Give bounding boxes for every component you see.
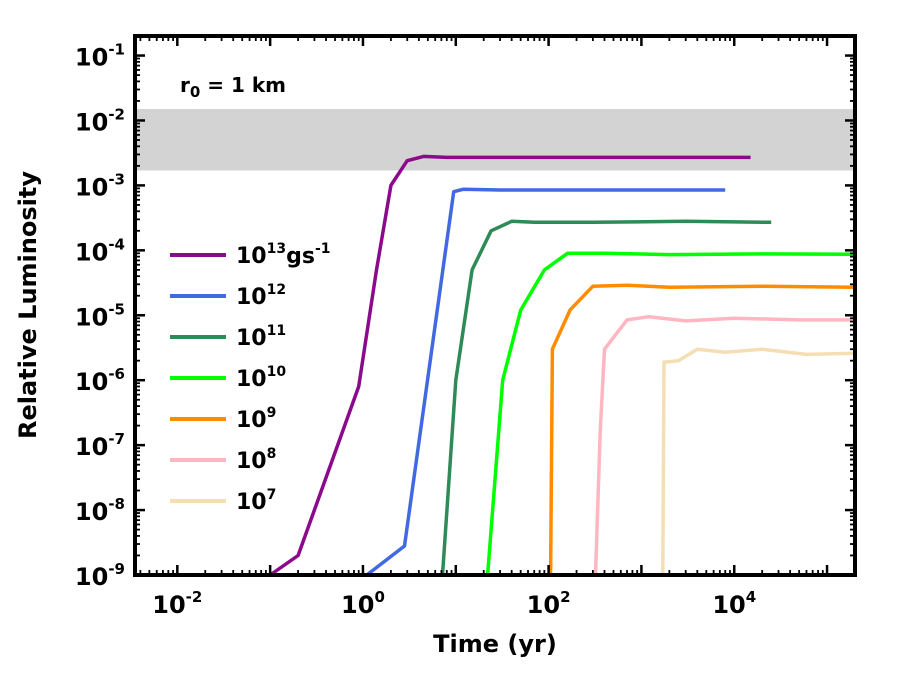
x-tick-label: 102 bbox=[527, 588, 571, 619]
plot-frame bbox=[133, 34, 857, 577]
y-tick-labels: 10-9 10-8 10-7 10-6 10-5 10-4 10-3 10-2 10-1 bbox=[75, 41, 125, 591]
x-axis-title: Time (yr) bbox=[433, 630, 557, 658]
series-line-10-12 bbox=[365, 187, 726, 575]
legend-label-10-7: 107 bbox=[236, 487, 276, 515]
series-line-10-10 bbox=[485, 251, 855, 575]
y-tick-label: 10-5 bbox=[75, 300, 125, 331]
legend: 1013gs-1 1012 1011 1010 109 108 107 bbox=[170, 241, 331, 515]
y-tick-label: 10-3 bbox=[75, 170, 125, 201]
y-axis-title: Relative Luminosity bbox=[14, 171, 42, 439]
annotation-radius: r0 = 1 km bbox=[180, 73, 286, 101]
tick-layer bbox=[135, 35, 856, 577]
legend-label-10-9: 109 bbox=[236, 405, 276, 433]
y-tick-label: 10-6 bbox=[75, 365, 125, 396]
y-tick-label: 10-8 bbox=[75, 495, 125, 526]
y-tick-label: 10-1 bbox=[75, 41, 125, 72]
x-tick-labels: 10-2 100 102 104 bbox=[152, 588, 756, 619]
series-line-10-8 bbox=[593, 314, 855, 575]
series-layer bbox=[269, 154, 855, 575]
y-tick-label: 10-4 bbox=[75, 235, 125, 266]
y-tick-label: 10-7 bbox=[75, 430, 125, 461]
x-tick-label: 100 bbox=[341, 588, 385, 619]
legend-label-10-12: 1012 bbox=[236, 282, 286, 310]
legend-label-10-8: 108 bbox=[236, 446, 276, 474]
legend-label-10-13: 1013gs-1 bbox=[236, 241, 331, 269]
y-tick-label: 10-2 bbox=[75, 105, 125, 136]
y-tick-label: 10-9 bbox=[75, 560, 125, 591]
series-line-10-9 bbox=[548, 283, 855, 575]
series-line-10-7 bbox=[661, 347, 855, 575]
legend-label-10-11: 1011 bbox=[236, 323, 286, 351]
series-line-10-11 bbox=[440, 219, 772, 575]
shaded-band bbox=[135, 109, 855, 171]
x-tick-label: 104 bbox=[712, 588, 756, 619]
series-line-10-13 bbox=[269, 154, 751, 575]
band-layer bbox=[135, 109, 855, 171]
legend-label-10-10: 1010 bbox=[236, 364, 286, 392]
x-tick-label: 10-2 bbox=[152, 588, 202, 619]
